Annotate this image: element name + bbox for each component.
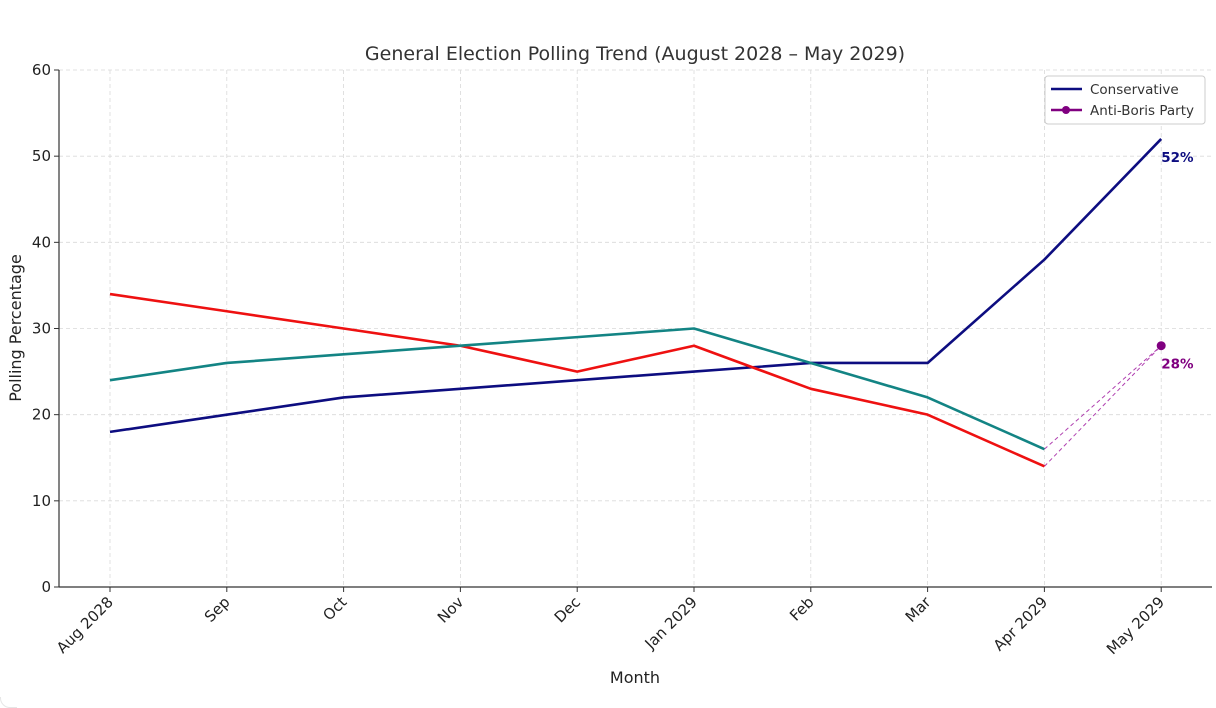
y-tick-label: 50 bbox=[32, 147, 51, 165]
x-tick-label: Oct bbox=[319, 593, 350, 624]
y-tick-label: 0 bbox=[41, 578, 51, 596]
value-annotation: 28% bbox=[1161, 357, 1194, 373]
x-tick-label: Nov bbox=[434, 593, 468, 627]
chart-title: General Election Polling Trend (August 2… bbox=[365, 43, 905, 65]
annotations: 52% 28% bbox=[1161, 150, 1194, 373]
grid bbox=[59, 69, 1212, 588]
y-tick-label: 60 bbox=[32, 61, 51, 79]
series-layer bbox=[109, 138, 1166, 468]
y-axis-title: Polling Percentage bbox=[6, 254, 25, 402]
value-annotation: 52% bbox=[1161, 150, 1194, 166]
x-tick-label: Feb bbox=[786, 593, 818, 625]
series-line-0 bbox=[109, 138, 1163, 434]
series-line-2 bbox=[109, 327, 1045, 451]
y-tick-label: 40 bbox=[32, 233, 51, 251]
x-tick-label: Jan 2029 bbox=[641, 593, 701, 653]
x-tick-label: Mar bbox=[902, 593, 935, 626]
y-tick-label: 20 bbox=[32, 406, 51, 424]
x-tick-label: Aug 2028 bbox=[53, 593, 117, 657]
legend-box bbox=[1044, 75, 1206, 125]
axes: 0 10 20 30 40 50 60 Aug 2028 Sep Oct Nov Dec Jan 202… bbox=[32, 61, 1212, 658]
x-tick-label: Apr 2029 bbox=[990, 593, 1051, 654]
dashed-connector bbox=[1044, 345, 1162, 450]
x-axis-title: Month bbox=[610, 668, 660, 687]
dashed-connector bbox=[1044, 345, 1162, 467]
x-tick-label: Sep bbox=[201, 593, 234, 626]
series-line-1 bbox=[109, 292, 1045, 468]
y-tick-label: 10 bbox=[32, 492, 51, 510]
x-tick-label: Dec bbox=[551, 593, 584, 626]
legend-label: Anti-Boris Party bbox=[1090, 103, 1194, 119]
y-tick-label: 30 bbox=[32, 320, 51, 338]
legend-label: Conservative bbox=[1090, 82, 1179, 98]
x-tick-label: May 2029 bbox=[1103, 593, 1168, 658]
series-marker-3 bbox=[1156, 341, 1166, 351]
legend-marker bbox=[1062, 106, 1070, 114]
legend: Conservative Anti-Boris Party bbox=[1044, 75, 1206, 125]
